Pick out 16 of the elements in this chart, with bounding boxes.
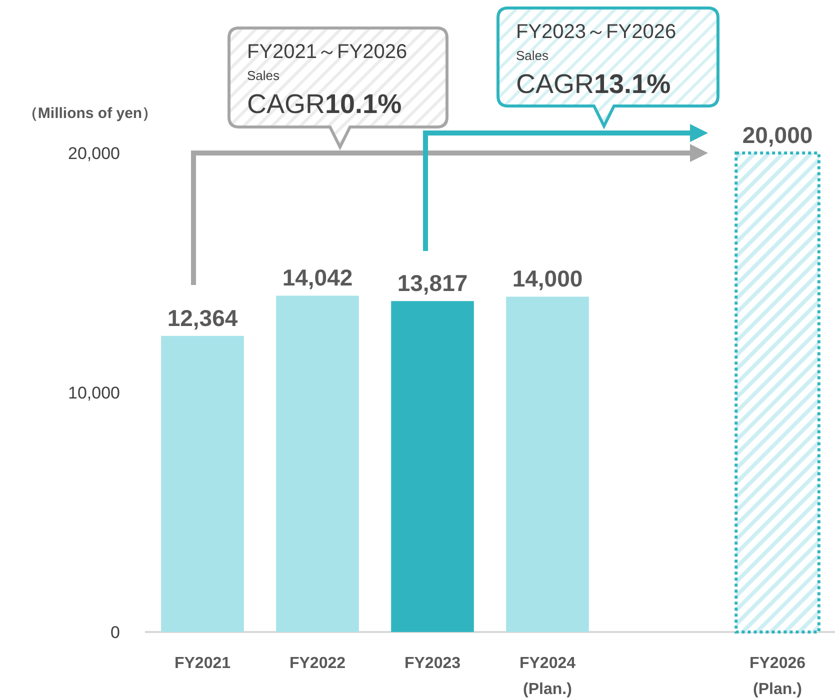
x-tick-label: FY2022	[289, 655, 346, 672]
text: FY2021～FY2026 Sales CAGR10.1%	[247, 41, 408, 119]
x-tick-label: FY2021	[174, 655, 231, 672]
data-label: 20,000	[742, 122, 813, 148]
x-tick-label: FY2024 (Plan.)	[519, 655, 576, 698]
y-tick-label: 0	[110, 623, 120, 642]
x-tick-label: FY2026 (Plan.)	[749, 655, 806, 698]
text: FY2023～FY2026 Sales CAGR13.1%	[516, 21, 676, 99]
data-label: 12,364	[167, 304, 238, 331]
y-tick-label: 20,000	[68, 144, 120, 163]
data-label: 14,000	[512, 266, 583, 292]
data-label: 13,817	[397, 270, 468, 296]
data-label: 14,042	[282, 264, 353, 291]
y-axis-title: （Millions of yen）	[22, 105, 158, 122]
x-tick-label: FY2023	[404, 655, 461, 672]
y-tick-label: 10,000	[68, 384, 120, 402]
